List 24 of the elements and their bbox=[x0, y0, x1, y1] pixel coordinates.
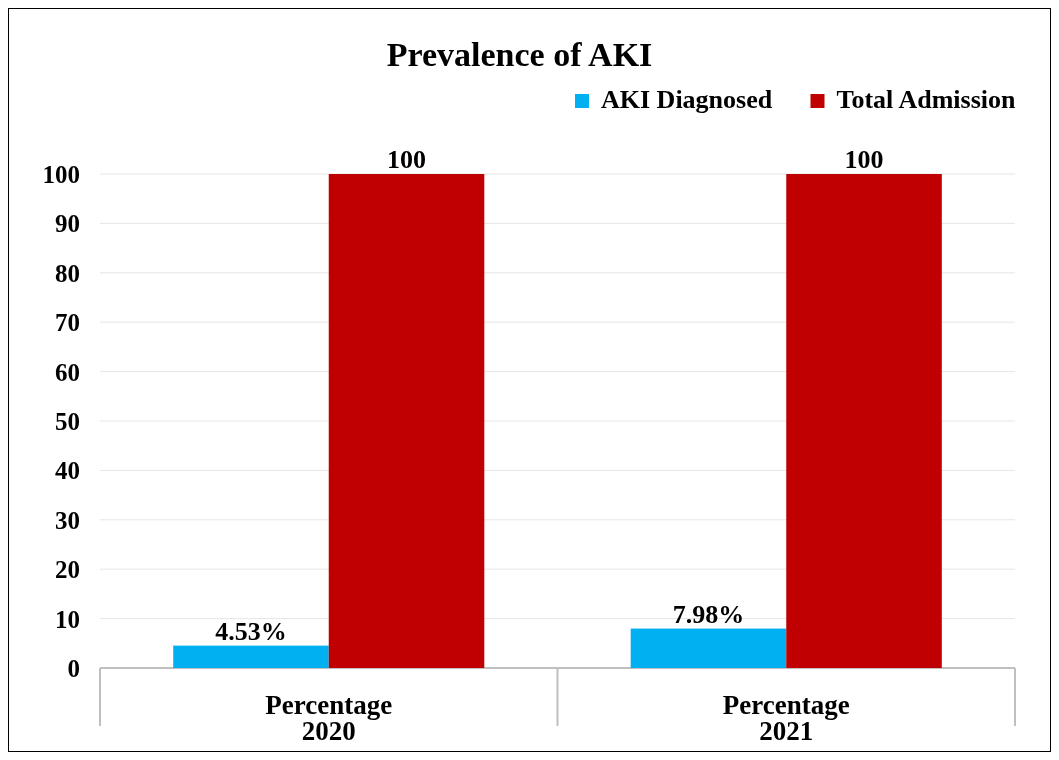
y-tick-label: 10 bbox=[55, 605, 80, 633]
bar bbox=[328, 174, 485, 668]
bar bbox=[786, 174, 942, 668]
x-tick-label: Percentage 2021 bbox=[722, 690, 850, 746]
y-tick-label: 20 bbox=[55, 556, 80, 584]
y-tick-label: 50 bbox=[55, 408, 80, 435]
legend-label: AKI Diagnosed bbox=[601, 85, 773, 114]
y-tick-label: 30 bbox=[55, 506, 80, 534]
y-tick-label: 60 bbox=[55, 358, 80, 386]
y-tick-label: 100 bbox=[42, 161, 80, 188]
y-tick-label: 80 bbox=[55, 259, 80, 287]
data-label: 100 bbox=[387, 145, 427, 174]
data-label: 7.98% bbox=[672, 599, 745, 629]
y-tick-label: 70 bbox=[55, 309, 80, 337]
data-label: 100 bbox=[844, 145, 884, 174]
y-tick-label: 0 bbox=[67, 655, 80, 682]
data-label: 4.53% bbox=[215, 616, 287, 646]
bar bbox=[630, 628, 787, 668]
bar bbox=[173, 645, 329, 668]
y-tick-label: 90 bbox=[55, 210, 80, 238]
y-tick-label: 40 bbox=[55, 457, 80, 485]
chart-title: Prevalence of AKI bbox=[386, 36, 653, 73]
x-tick-label: Percentage 2020 bbox=[265, 690, 393, 746]
legend-label: Total Admission bbox=[836, 85, 1016, 114]
